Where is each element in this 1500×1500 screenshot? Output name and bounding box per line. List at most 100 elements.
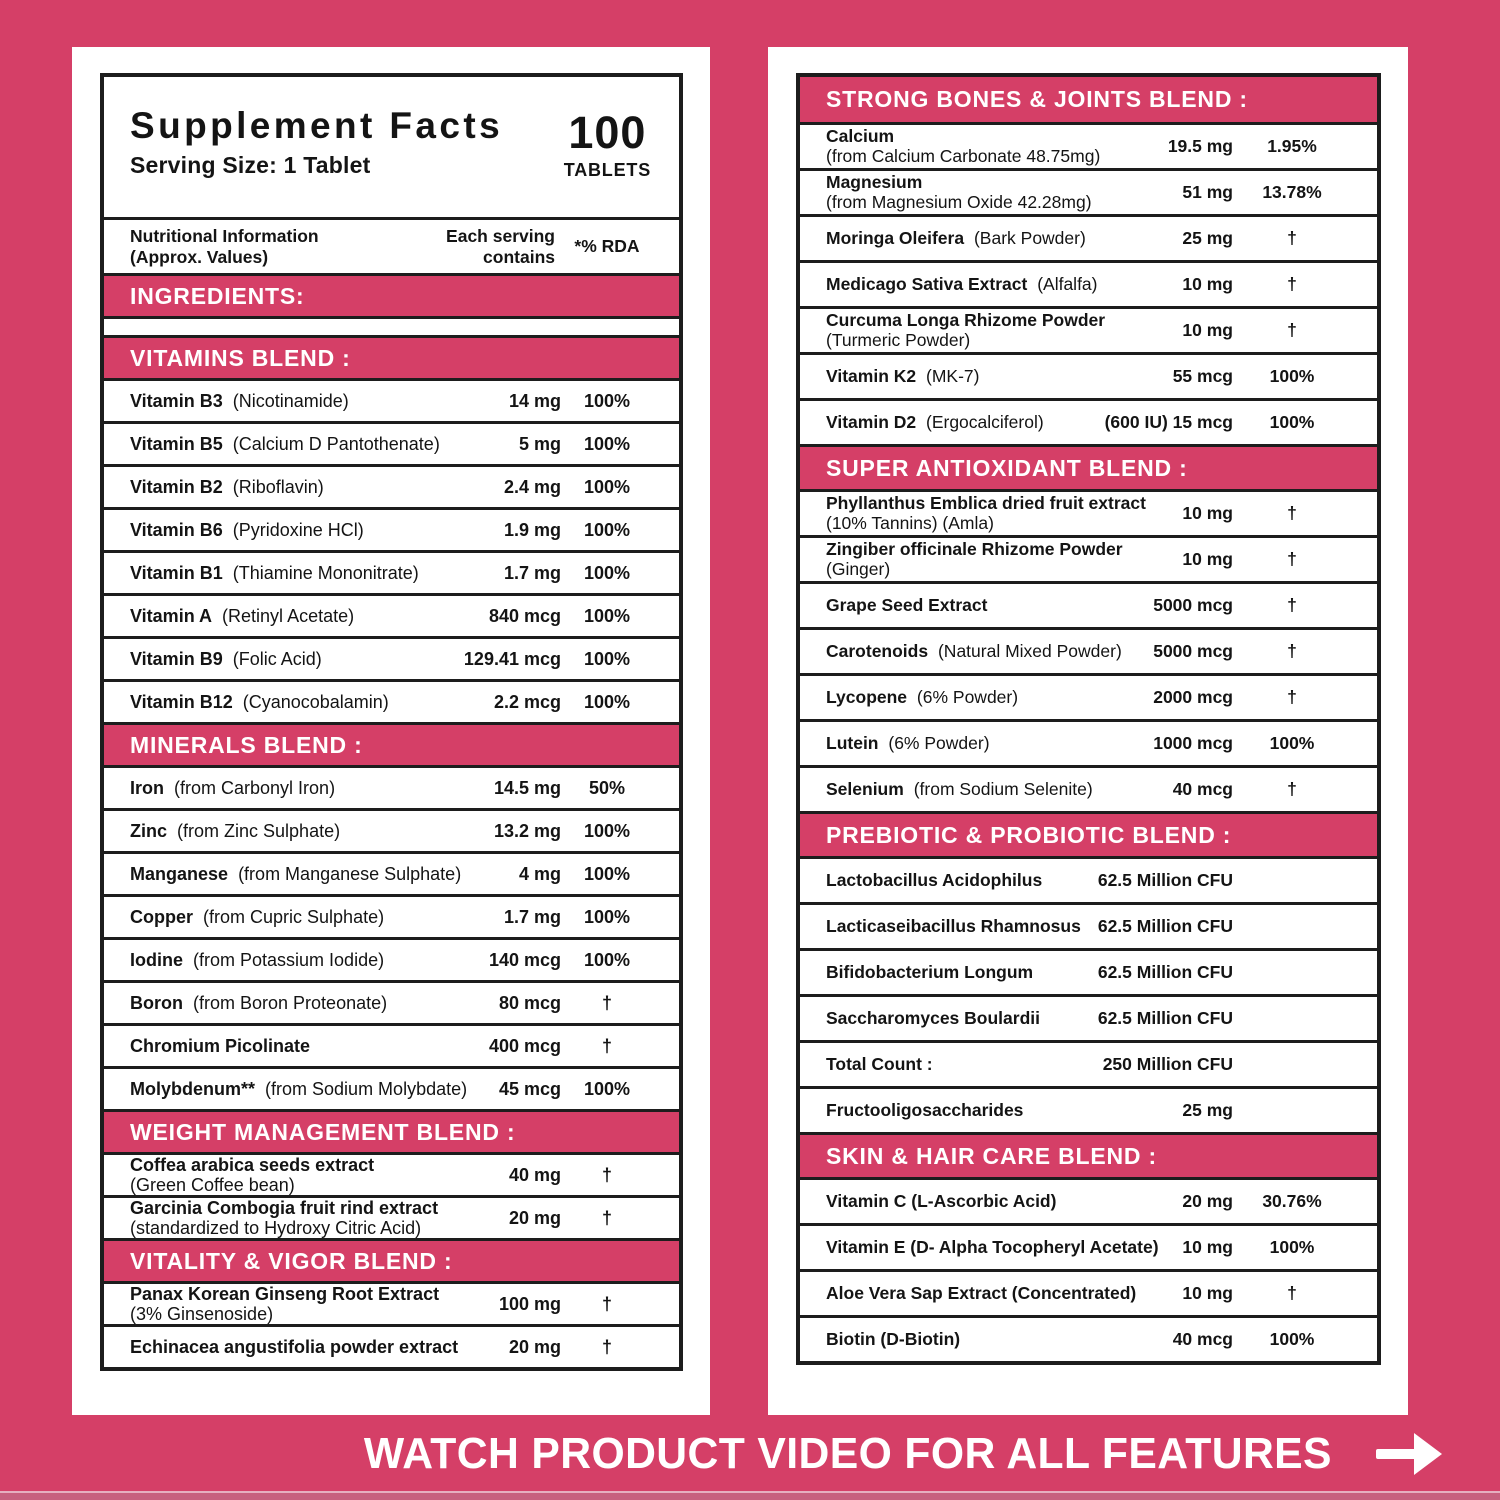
ingredient-name: Vitamin B2 (Riboflavin): [130, 477, 324, 497]
ingredient-rda: †: [1287, 641, 1297, 661]
section-header-bar: SUPER ANTIOXIDANT BLEND :: [800, 444, 1377, 489]
ingredient-name-bold: Grape Seed Extract: [826, 594, 988, 615]
section-title: SUPER ANTIOXIDANT BLEND :: [826, 454, 1188, 481]
ingredient-name-line2: (from Calcium Carbonate 48.75mg): [826, 145, 1101, 166]
ingredient-rda: †: [601, 1164, 612, 1185]
ingredient-name-detail: (6% Powder): [916, 686, 1019, 707]
ingredient-amount: 1000 mcg: [1153, 733, 1233, 753]
ingredient-rda: 100%: [583, 605, 631, 626]
ingredient-name: Molybdenum** (from Sodium Molybdate): [130, 1079, 467, 1099]
ingredient-rda: 100%: [1269, 366, 1315, 386]
ingredient-name-line1: Biotin (D-Biotin): [826, 1329, 960, 1350]
ingredient-name-bold: Vitamin B6: [130, 519, 223, 540]
ingredient-amount: 1.7 mg: [503, 906, 561, 927]
ingredient-rda: †: [601, 992, 612, 1013]
spacer-row: [104, 316, 679, 335]
ingredient-amount: 20 mg: [1182, 1191, 1233, 1211]
ingredient-rda: 100%: [583, 863, 631, 884]
facts-header: Supplement Facts Serving Size: 1 Tablet …: [104, 77, 679, 217]
ingredient-rda: †: [601, 1336, 612, 1357]
ingredient-name-line1: Vitamin B5 (Calcium D Pantothenate): [130, 434, 440, 454]
ingredient-name-line1: Vitamin C (L-Ascorbic Acid): [826, 1190, 1057, 1212]
ingredient-name-bold: Carotenoids: [826, 640, 929, 661]
ingredient-row: Moringa Oleifera (Bark Powder) 25 mg †: [800, 214, 1377, 260]
ingredient-name: Vitamin B5 (Calcium D Pantothenate): [130, 434, 440, 454]
ingredient-name-line2: (standardized to Hydroxy Citric Acid): [130, 1218, 422, 1238]
ingredient-row: Molybdenum** (from Sodium Molybdate) 45 …: [104, 1066, 679, 1109]
ingredient-row: Vitamin B5 (Calcium D Pantothenate) 5 mg…: [104, 421, 679, 464]
ingredient-name-line1: Vitamin B9 (Folic Acid): [130, 649, 322, 669]
ingredient-row: Grape Seed Extract 5000 mcg †: [800, 581, 1377, 627]
ingredient-name: Total Count :: [826, 1053, 933, 1075]
ingredient-amount: 20 mg: [508, 1336, 561, 1357]
ingredient-name: Lactobacillus Acidophilus: [826, 870, 1042, 891]
ingredient-amount: 14.5 mg: [493, 777, 561, 798]
ingredient-row: Vitamin E (D- Alpha Tocopheryl Acetate) …: [800, 1223, 1377, 1269]
ingredient-row: Lycopene (6% Powder) 2000 mcg †: [800, 673, 1377, 719]
ingredient-name-line1: Garcinia Combogia fruit rind extract: [130, 1198, 438, 1218]
ingredient-name-detail: (from Zinc Sulphate): [177, 820, 341, 841]
ingredient-name-line1: Chromium Picolinate: [130, 1036, 310, 1056]
blend-section: WEIGHT MANAGEMENT BLEND : Coffea arabica…: [104, 1109, 679, 1238]
ingredient-name-bold: Vitamin B5: [130, 433, 223, 454]
ingredient-name: Chromium Picolinate: [130, 1036, 310, 1056]
section-rows: Coffea arabica seeds extract (Green Coff…: [104, 1152, 679, 1238]
ingredient-name: Echinacea angustifolia powder extract: [130, 1337, 458, 1357]
ingredient-name-line1: Vitamin B6 (Pyridoxine HCl): [130, 520, 364, 540]
ingredient-name-bold: Zingiber officinale Rhizome Powder: [826, 538, 1123, 559]
ingredient-name-bold: Garcinia Combogia fruit rind extract: [130, 1197, 439, 1218]
ingredient-row: Garcinia Combogia fruit rind extract (st…: [104, 1195, 679, 1238]
section-title: SKIN & HAIR CARE BLEND :: [826, 1142, 1157, 1169]
ingredient-rda: 100%: [583, 1078, 631, 1099]
ingredient-rda: †: [601, 1207, 612, 1228]
tablet-count: 100: [568, 107, 647, 158]
watch-video-banner: WATCH PRODUCT VIDEO FOR ALL FEATURES: [0, 1415, 1500, 1493]
ingredient-name-bold: Vitamin B2: [130, 476, 223, 497]
ingredient-name-bold: Total Count :: [826, 1053, 933, 1074]
ingredient-name-bold: Zinc: [130, 820, 168, 841]
ingredient-name-line1: Total Count :: [826, 1053, 933, 1075]
blend-section: PREBIOTIC & PROBIOTIC BLEND : Lactobacil…: [800, 811, 1377, 1132]
ingredient-name: Vitamin B6 (Pyridoxine HCl): [130, 520, 364, 540]
ingredient-amount: 62.5 Million CFU: [1097, 962, 1233, 982]
section-title: MINERALS BLEND :: [130, 731, 363, 758]
ingredient-name: Vitamin B1 (Thiamine Mononitrate): [130, 563, 419, 583]
info-col-serving: Each serving contains: [362, 226, 561, 267]
ingredient-amount: 40 mg: [508, 1164, 561, 1185]
section-header-bar: PREBIOTIC & PROBIOTIC BLEND :: [800, 811, 1377, 856]
ingredient-name: Boron (from Boron Proteonate): [130, 993, 387, 1013]
ingredient-amount: 40 mcg: [1172, 779, 1233, 799]
banner-label: WATCH PRODUCT VIDEO FOR ALL FEATURES: [364, 1429, 1332, 1478]
ingredient-name-line1: Medicago Sativa Extract (Alfalfa): [826, 274, 1098, 295]
ingredient-name: Moringa Oleifera (Bark Powder): [826, 227, 1086, 249]
ingredient-name-bold: Moringa Oleifera: [826, 227, 965, 248]
ingredient-name-bold: Vitamin C (L-Ascorbic Acid): [826, 1190, 1057, 1211]
ingredient-name-line2: (from Magnesium Oxide 42.28mg): [826, 191, 1092, 212]
ingredient-name-line1: Lactobacillus Acidophilus: [826, 870, 1042, 891]
ingredient-name: Copper (from Cupric Sulphate): [130, 907, 384, 927]
ingredient-rda: 100%: [1269, 412, 1315, 432]
ingredient-row: Echinacea angustifolia powder extract 20…: [104, 1324, 679, 1367]
ingredient-name-line1: Bifidobacterium Longum: [826, 962, 1033, 983]
ingredient-name-line1: Echinacea angustifolia powder extract: [130, 1337, 458, 1357]
ingredient-rda: †: [1287, 274, 1297, 294]
ingredient-name-line2: (10% Tannins) (Amla): [826, 512, 994, 533]
blend-section: VITALITY & VIGOR BLEND : Panax Korean Gi…: [104, 1238, 679, 1367]
section-rows: Vitamin B3 (Nicotinamide) 14 mg 100% Vit…: [104, 378, 679, 722]
ingredient-name: Fructooligosaccharides: [826, 1100, 1023, 1121]
ingredient-name-line1: Iodine (from Potassium Iodide): [130, 950, 384, 970]
ingredient-amount: 14 mg: [508, 390, 561, 411]
ingredient-name-line1: Lacticaseibacillus Rhamnosus: [826, 916, 1081, 937]
ingredient-row: Coffea arabica seeds extract (Green Coff…: [104, 1152, 679, 1195]
ingredient-name-line1: Copper (from Cupric Sulphate): [130, 907, 384, 927]
ingredient-name-line1: Coffea arabica seeds extract: [130, 1155, 374, 1175]
ingredient-row: Saccharomyces Boulardii 62.5 Million CFU: [800, 994, 1377, 1040]
ingredient-amount: 10 mg: [1182, 1283, 1233, 1303]
ingredient-name: Panax Korean Ginseng Root Extract (3% Gi…: [130, 1284, 439, 1324]
ingredient-name-line1: Moringa Oleifera (Bark Powder): [826, 227, 1086, 249]
ingredient-amount: 129.41 mcg: [463, 648, 561, 669]
ingredient-row: Copper (from Cupric Sulphate) 1.7 mg 100…: [104, 894, 679, 937]
section-header-bar: VITAMINS BLEND :: [104, 335, 679, 378]
ingredient-name: Vitamin B3 (Nicotinamide): [130, 391, 349, 411]
ingredient-name-bold: Molybdenum**: [130, 1078, 256, 1099]
